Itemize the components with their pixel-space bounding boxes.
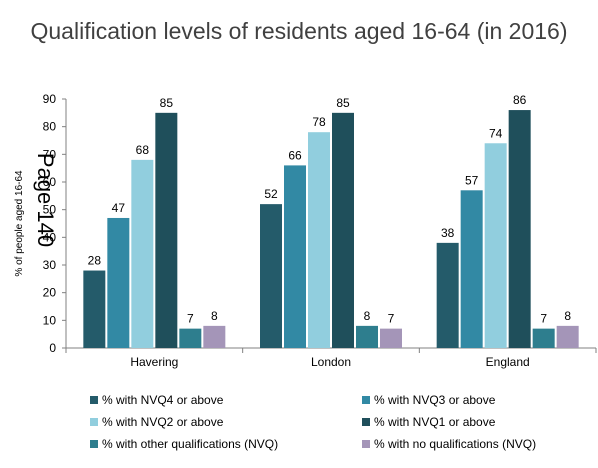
data-label: 28 [88, 254, 102, 268]
bar [260, 204, 282, 348]
bar [508, 110, 531, 348]
y-tick-label: 40 [43, 230, 57, 244]
y-tick-label: 10 [43, 313, 57, 327]
data-label: 86 [513, 93, 527, 107]
y-tick-label: 50 [43, 203, 57, 217]
data-label: 74 [489, 126, 503, 140]
y-axis-label: % of people aged 16-64 [14, 170, 25, 277]
data-label: 38 [441, 226, 455, 240]
page-watermark: Page 140 [33, 153, 58, 247]
y-tick-label: 70 [43, 147, 57, 161]
bar [179, 328, 202, 348]
y-tick-label: 30 [43, 258, 57, 272]
bar [380, 328, 402, 348]
x-tick-label: London [311, 355, 351, 369]
data-label: 85 [160, 96, 174, 110]
data-label: 7 [388, 312, 395, 326]
bar [203, 325, 226, 348]
legend-label: % with no qualifications (NVQ) [374, 437, 536, 451]
data-label: 52 [264, 187, 278, 201]
data-label: 57 [465, 173, 479, 187]
bar [436, 242, 459, 348]
legend-swatch [362, 440, 370, 448]
x-tick-label: Havering [130, 355, 178, 369]
legend-swatch [90, 396, 98, 404]
data-label: 66 [288, 148, 302, 162]
legend-label: % with other qualifications (NVQ) [102, 437, 278, 451]
bar [332, 112, 354, 348]
bar [308, 132, 330, 348]
legend-swatch [362, 396, 370, 404]
bar [556, 325, 579, 348]
data-label: 85 [336, 96, 350, 110]
chart-title: Qualification levels of residents aged 1… [30, 18, 568, 44]
legend-swatch [90, 440, 98, 448]
legend-label: % with NVQ1 or above [374, 415, 496, 429]
x-tick-label: England [486, 355, 530, 369]
bar [356, 325, 378, 348]
bar [155, 112, 178, 348]
data-label: 8 [364, 309, 371, 323]
data-label: 8 [564, 309, 571, 323]
legend-label: % with NVQ2 or above [102, 415, 224, 429]
bar [284, 165, 306, 348]
data-label: 8 [211, 309, 218, 323]
bar [83, 270, 106, 348]
legend-swatch [362, 418, 370, 426]
data-label: 68 [136, 143, 150, 157]
y-tick-label: 20 [43, 286, 57, 300]
data-label: 7 [187, 312, 194, 326]
y-tick-label: 60 [43, 175, 57, 189]
bar [532, 328, 555, 348]
legend-label: % with NVQ4 or above [102, 393, 224, 407]
legend-swatch [90, 418, 98, 426]
bar [131, 159, 154, 348]
y-tick-label: 0 [49, 341, 56, 355]
bar [460, 190, 483, 348]
bar [107, 217, 130, 348]
data-label: 7 [540, 312, 547, 326]
y-tick-label: 80 [43, 120, 57, 134]
y-tick-label: 90 [43, 92, 57, 106]
data-label: 47 [112, 201, 126, 215]
legend-label: % with NVQ3 or above [374, 393, 496, 407]
bar [484, 143, 507, 348]
data-label: 78 [312, 115, 326, 129]
